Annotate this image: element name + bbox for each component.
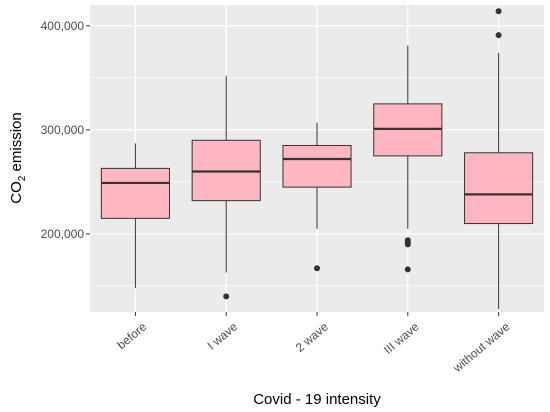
- y-axis-title-subscript: 2: [17, 175, 28, 181]
- box-before: [100, 143, 170, 289]
- outlier-point: [495, 8, 502, 15]
- outlier-point: [223, 293, 230, 300]
- x-axis-title: Covid - 19 intensity: [253, 391, 381, 408]
- x-tick-label: III wave: [381, 319, 422, 357]
- box-iii-wave: [373, 45, 443, 273]
- y-axis-title: CO2 emission: [8, 112, 28, 203]
- box-iqr: [464, 152, 534, 225]
- x-tick-label: without wave: [450, 319, 513, 375]
- outlier-point: [314, 265, 320, 272]
- box-2-wave: [282, 122, 352, 272]
- outlier-point: [404, 266, 411, 273]
- x-tick-label: before: [114, 319, 149, 352]
- y-tick-label: 200,000: [41, 227, 85, 241]
- box-i-wave: [191, 75, 261, 300]
- x-axis-ticks: before I wave 2 wave III wave without wave: [114, 312, 513, 376]
- y-tick-label: 300,000: [41, 123, 85, 137]
- box-without-wave: [464, 8, 534, 309]
- outlier-point: [404, 237, 411, 244]
- boxes-layer: [100, 8, 534, 309]
- x-tick-label: 2 wave: [293, 319, 331, 354]
- y-tick-label: 400,000: [41, 19, 85, 33]
- box-iqr: [282, 144, 352, 188]
- x-tick-label: I wave: [205, 319, 241, 352]
- y-axis-title-main: CO: [8, 181, 25, 204]
- outlier-point: [495, 32, 502, 39]
- box-iqr: [100, 167, 170, 219]
- y-axis-title-rest: emission: [8, 112, 25, 175]
- y-axis-ticks: 200,000 300,000 400,000: [41, 19, 90, 241]
